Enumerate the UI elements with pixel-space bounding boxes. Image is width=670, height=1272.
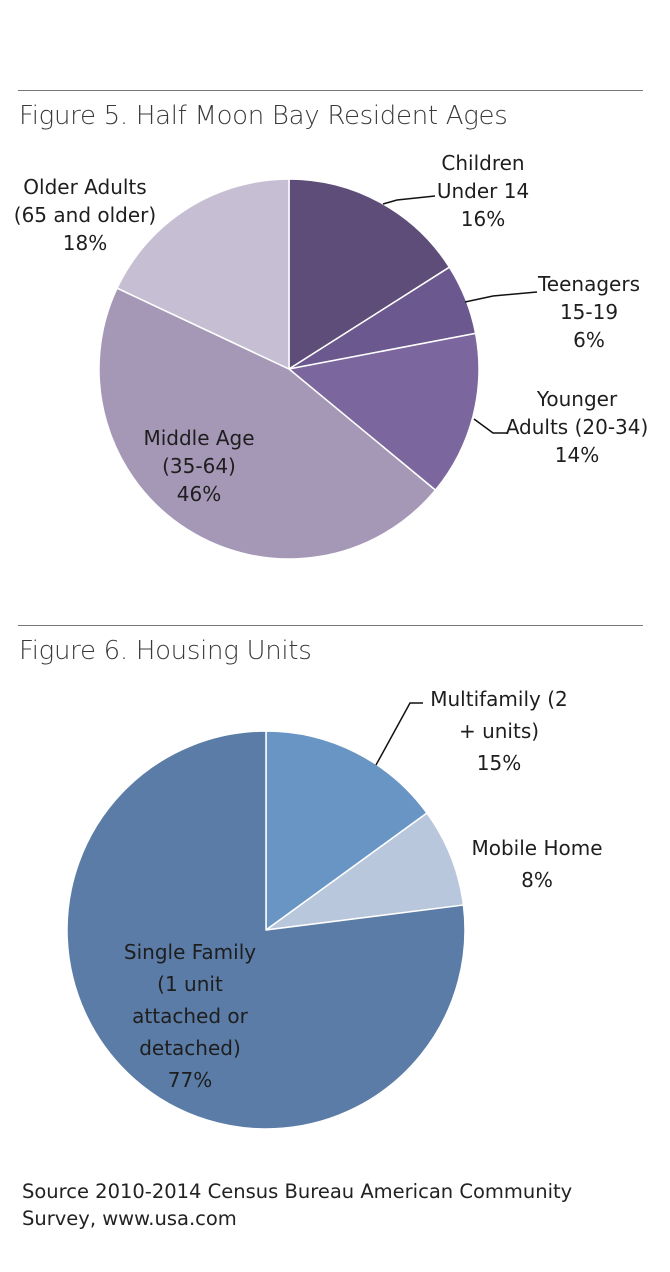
slice-label: Older Adults (65 and older) 18% — [14, 175, 156, 255]
figure6-title: Figure 6. Housing Units — [19, 636, 312, 666]
slice-label: Younger Adults (20-34) 14% — [506, 387, 649, 467]
resident-ages-pie-chart: Children Under 14 16%Teenagers 15-19 6% Young… — [14, 151, 649, 560]
slice-label: Middle Age (35-64) 46% — [143, 426, 254, 506]
pie-slice — [265, 730, 428, 931]
pie-slice — [116, 178, 290, 370]
slice-label: Single Family (1 unit attached or detached)… — [124, 940, 256, 1092]
source-note: Source 2010-2014 Census Bureau American … — [22, 1180, 573, 1230]
slice-label: Teenagers 15-19 6% — [537, 272, 640, 352]
leader-line — [473, 418, 508, 434]
leader-line — [375, 702, 423, 766]
slice-label: Children Under 14 16% — [437, 151, 529, 231]
pie-slice — [265, 812, 465, 931]
leader-line — [464, 291, 538, 303]
leader-line — [382, 195, 436, 205]
housing-units-pie-chart: Multifamily (2 + units) 15% Mobile Home 8% Si… — [66, 687, 603, 1130]
slice-label: Multifamily (2 + units) 15% — [430, 687, 568, 775]
pie-slice — [288, 332, 480, 491]
slice-label: Mobile Home 8% — [471, 836, 602, 892]
figure5-title: Figure 5. Half Moon Bay Resident Ages — [19, 101, 508, 131]
pie-slice — [98, 287, 437, 560]
figure5-divider — [18, 90, 643, 91]
figure6-divider — [18, 625, 643, 626]
pie-slice — [288, 178, 451, 370]
pie-slice — [66, 730, 466, 1130]
